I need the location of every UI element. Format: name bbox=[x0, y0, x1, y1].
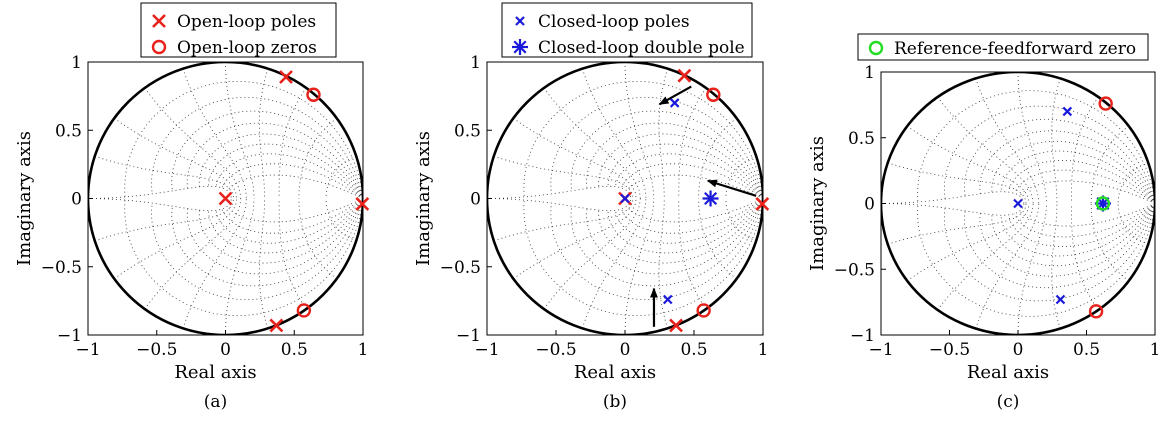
legend: Closed-loop poles Closed-loop double pole bbox=[501, 2, 753, 58]
data-point bbox=[669, 98, 680, 108]
legend-label: Reference-feedforward zero bbox=[894, 39, 1136, 59]
data-point bbox=[1098, 96, 1113, 111]
x-axis-label: Real axis bbox=[174, 362, 256, 383]
data-point bbox=[279, 70, 293, 84]
panel-3: −1 −0.5 0 0.5 1 1 0.5 0 −0.5 −1 Real axis Imaginary… bbox=[807, 33, 1161, 412]
zgrid bbox=[88, 62, 363, 335]
panel-label: (c) bbox=[997, 392, 1020, 412]
x-tick-label: 0.5 bbox=[1073, 340, 1100, 360]
legend-marker bbox=[868, 40, 884, 56]
legend-label: Closed-loop poles bbox=[538, 12, 690, 32]
data-point bbox=[755, 197, 770, 211]
legend-label: Open-loop zeros bbox=[177, 38, 317, 58]
series-2 bbox=[1013, 106, 1073, 305]
series-1 bbox=[1088, 96, 1113, 319]
locus-arrow bbox=[706, 179, 757, 197]
x-tick-label: 1 bbox=[358, 340, 369, 360]
legend-marker bbox=[151, 39, 167, 55]
y-tick-label: −0.5 bbox=[440, 258, 481, 278]
data-point bbox=[702, 190, 719, 207]
y-tick-label: −0.5 bbox=[834, 260, 875, 280]
data-point bbox=[677, 68, 692, 83]
legend-marker bbox=[512, 39, 528, 55]
panel-label: (a) bbox=[204, 392, 227, 412]
legend-marker bbox=[152, 14, 166, 28]
data-point bbox=[1095, 196, 1111, 211]
y-tick-label: −1 bbox=[456, 326, 481, 346]
locus-arrow bbox=[658, 85, 692, 106]
x-tick-label: 1 bbox=[1150, 340, 1161, 360]
y-tick-label: −1 bbox=[57, 326, 82, 346]
legend-box bbox=[501, 2, 753, 58]
data-point bbox=[306, 87, 321, 102]
series-3 bbox=[620, 98, 680, 305]
y-axis-label: Imaginary axis bbox=[413, 131, 434, 266]
y-tick-label: 0.5 bbox=[55, 121, 82, 141]
x-tick-label: −0.5 bbox=[929, 340, 970, 360]
panel-1: −1 −0.5 0 0.5 1 1 0.5 0 −0.5 −1 Real axis Imaginary… bbox=[14, 2, 370, 412]
data-point bbox=[620, 193, 630, 204]
series-1 bbox=[218, 70, 370, 333]
x-tick-label: 1 bbox=[758, 340, 769, 360]
data-point bbox=[218, 191, 233, 206]
x-tick-label: 0 bbox=[620, 340, 631, 360]
x-tick-label: −0.5 bbox=[136, 340, 177, 360]
data-point bbox=[669, 318, 683, 333]
series-2 bbox=[296, 87, 321, 318]
zgrid bbox=[881, 72, 1155, 335]
y-tick-label: 0 bbox=[71, 190, 82, 210]
x-axis-label: Real axis bbox=[967, 362, 1049, 383]
y-tick-label: 0.5 bbox=[454, 121, 481, 141]
panel-label: (b) bbox=[603, 392, 627, 412]
zgrid bbox=[487, 62, 763, 335]
panel-2: −1 −0.5 0 0.5 1 1 0.5 0 −0.5 −1 Real axis Imaginary… bbox=[413, 2, 770, 412]
series-2 bbox=[696, 87, 721, 318]
data-point bbox=[1013, 198, 1023, 209]
legend: Reference-feedforward zero bbox=[857, 33, 1149, 61]
data-point bbox=[1088, 304, 1104, 319]
data-point bbox=[706, 87, 721, 102]
x-tick-label: −1 bbox=[868, 340, 893, 360]
series-4 bbox=[1095, 196, 1111, 211]
legend-box bbox=[857, 33, 1149, 61]
y-axis-label: Imaginary axis bbox=[807, 136, 828, 271]
legend-label: Closed-loop double pole bbox=[538, 38, 745, 58]
data-point bbox=[663, 294, 673, 305]
x-tick-label: 0 bbox=[1013, 340, 1024, 360]
x-tick-label: −1 bbox=[75, 340, 100, 360]
y-tick-label: 0 bbox=[864, 195, 875, 215]
x-tick-label: 0.5 bbox=[281, 340, 308, 360]
data-point bbox=[1055, 294, 1066, 305]
data-point bbox=[355, 197, 370, 211]
y-tick-label: 1 bbox=[470, 53, 481, 73]
data-point bbox=[296, 303, 312, 318]
data-point bbox=[1062, 106, 1073, 117]
y-tick-label: 0 bbox=[470, 190, 481, 210]
x-tick-label: 0.5 bbox=[680, 340, 707, 360]
y-axis-label: Imaginary axis bbox=[14, 131, 35, 266]
y-tick-label: 1 bbox=[71, 53, 82, 73]
y-tick-label: −1 bbox=[850, 326, 875, 346]
x-tick-label: −1 bbox=[474, 340, 499, 360]
y-tick-label: 0.5 bbox=[848, 129, 875, 149]
data-point bbox=[696, 303, 711, 318]
data-point bbox=[269, 318, 284, 333]
legend: Open-loop poles Open-loop zeros bbox=[140, 2, 337, 58]
x-tick-label: −0.5 bbox=[535, 340, 576, 360]
x-axis-label: Real axis bbox=[574, 362, 656, 383]
legend-marker bbox=[515, 16, 525, 26]
y-tick-label: 1 bbox=[864, 63, 875, 83]
legend-box bbox=[140, 2, 337, 58]
x-tick-label: 0 bbox=[220, 340, 231, 360]
legend-label: Open-loop poles bbox=[177, 12, 316, 32]
series-4 bbox=[702, 190, 719, 207]
y-tick-label: −0.5 bbox=[41, 258, 82, 278]
